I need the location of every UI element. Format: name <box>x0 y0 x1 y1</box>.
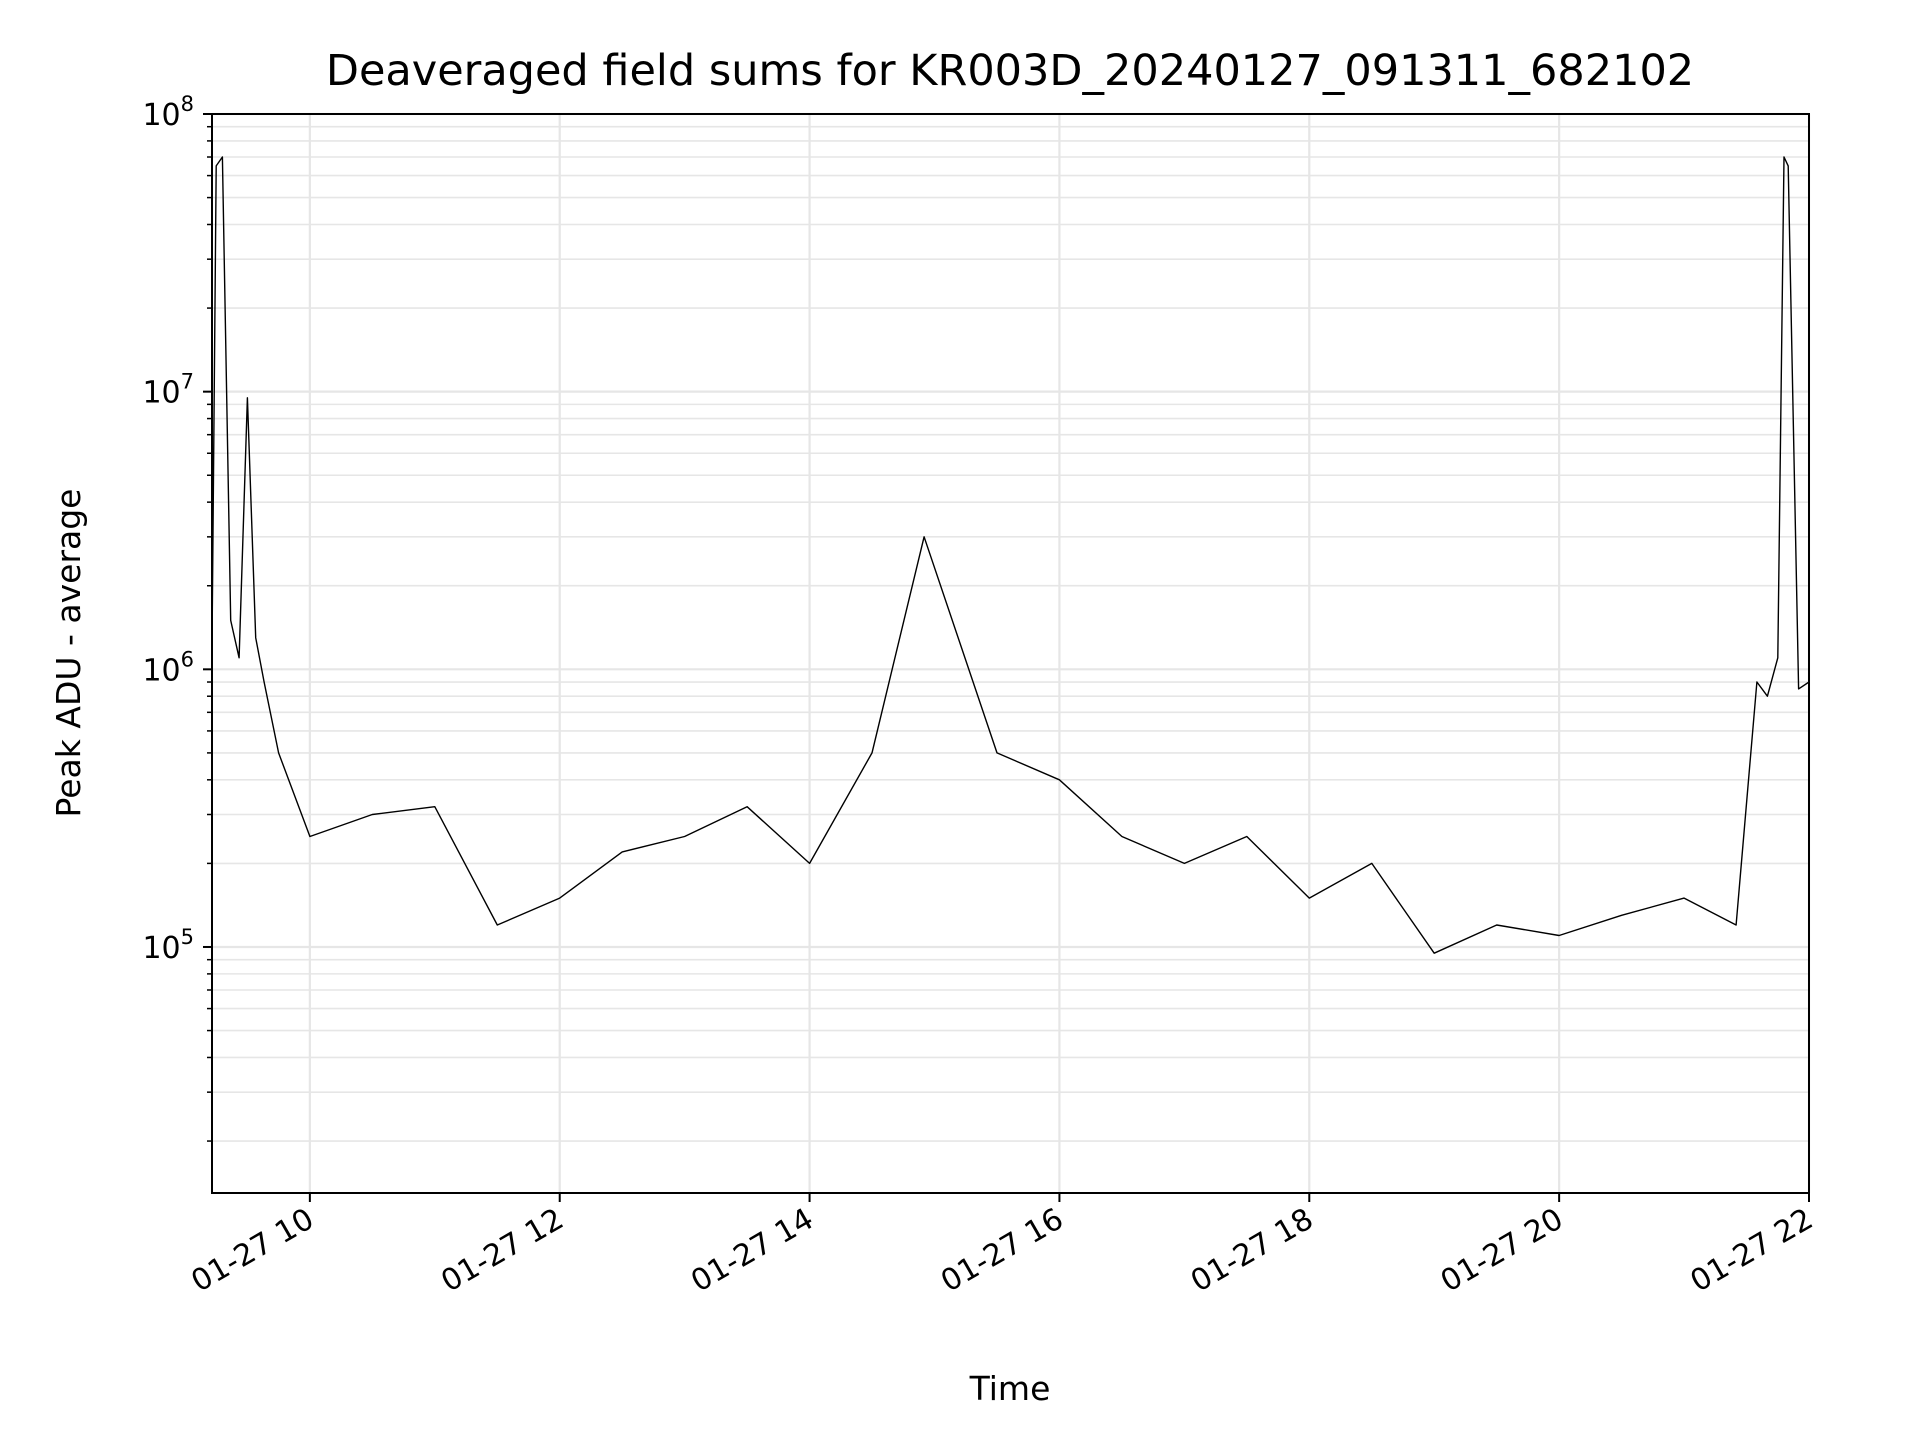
y-axis-label: Peak ADU - average <box>49 489 88 818</box>
y-tick-label: 106 <box>142 647 194 688</box>
y-axis: 105 106 107 108 <box>142 92 212 1142</box>
x-axis-label: Time <box>969 1369 1051 1408</box>
chart-title: Deaveraged field sums for KR003D_2024012… <box>326 46 1694 96</box>
series-line <box>211 156 1810 954</box>
y-tick-label: 107 <box>142 370 194 411</box>
series-layer <box>211 156 1810 954</box>
plot-area <box>211 113 1810 1194</box>
y-tick-label: 105 <box>142 925 194 966</box>
plot-frame <box>211 113 1810 1194</box>
y-tick-label: 108 <box>142 92 194 133</box>
